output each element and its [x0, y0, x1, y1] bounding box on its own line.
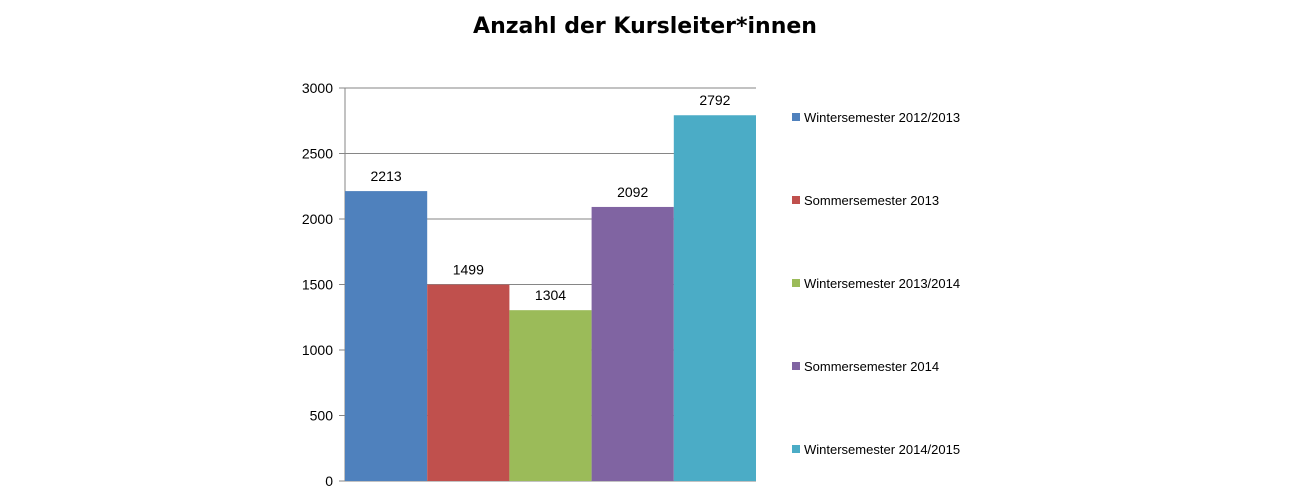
- legend: Wintersemester 2012/2013 Sommersemester 2…: [792, 110, 960, 457]
- bar: [673, 115, 756, 482]
- y-tick-label: 2000: [302, 211, 333, 227]
- data-label: 2792: [699, 92, 730, 108]
- data-label: 1304: [535, 287, 566, 303]
- legend-swatch: [792, 362, 800, 370]
- y-tick-label: 0: [325, 473, 333, 489]
- legend-label: Sommersemester 2014: [804, 359, 939, 374]
- bar: [591, 206, 674, 481]
- bar: [427, 284, 510, 481]
- legend-swatch: [792, 279, 800, 287]
- data-label: 2092: [617, 184, 648, 200]
- y-tick-label: 1500: [302, 277, 333, 293]
- data-label: 2213: [371, 168, 402, 184]
- y-tick-label: 500: [310, 408, 334, 424]
- bar: [509, 310, 592, 481]
- y-tick-label: 3000: [302, 80, 333, 96]
- y-axis-ticks: 0 500 1000 1500 2000 2500 3000: [302, 80, 345, 489]
- bars: [345, 115, 756, 482]
- legend-swatch: [792, 113, 800, 121]
- legend-swatch: [792, 196, 800, 204]
- legend-label: Wintersemester 2013/2014: [804, 276, 960, 291]
- legend-label: Sommersemester 2013: [804, 193, 939, 208]
- bar: [345, 191, 428, 482]
- legend-swatch: [792, 445, 800, 453]
- chart-title: Anzahl der Kursleiter*innen: [473, 14, 817, 39]
- legend-label: Wintersemester 2014/2015: [804, 442, 960, 457]
- data-label: 1499: [453, 262, 484, 278]
- y-tick-label: 2500: [302, 146, 333, 162]
- legend-label: Wintersemester 2012/2013: [804, 110, 960, 125]
- data-labels: 2213 1499 1304 2092 2792: [371, 92, 731, 303]
- y-tick-label: 1000: [302, 342, 333, 358]
